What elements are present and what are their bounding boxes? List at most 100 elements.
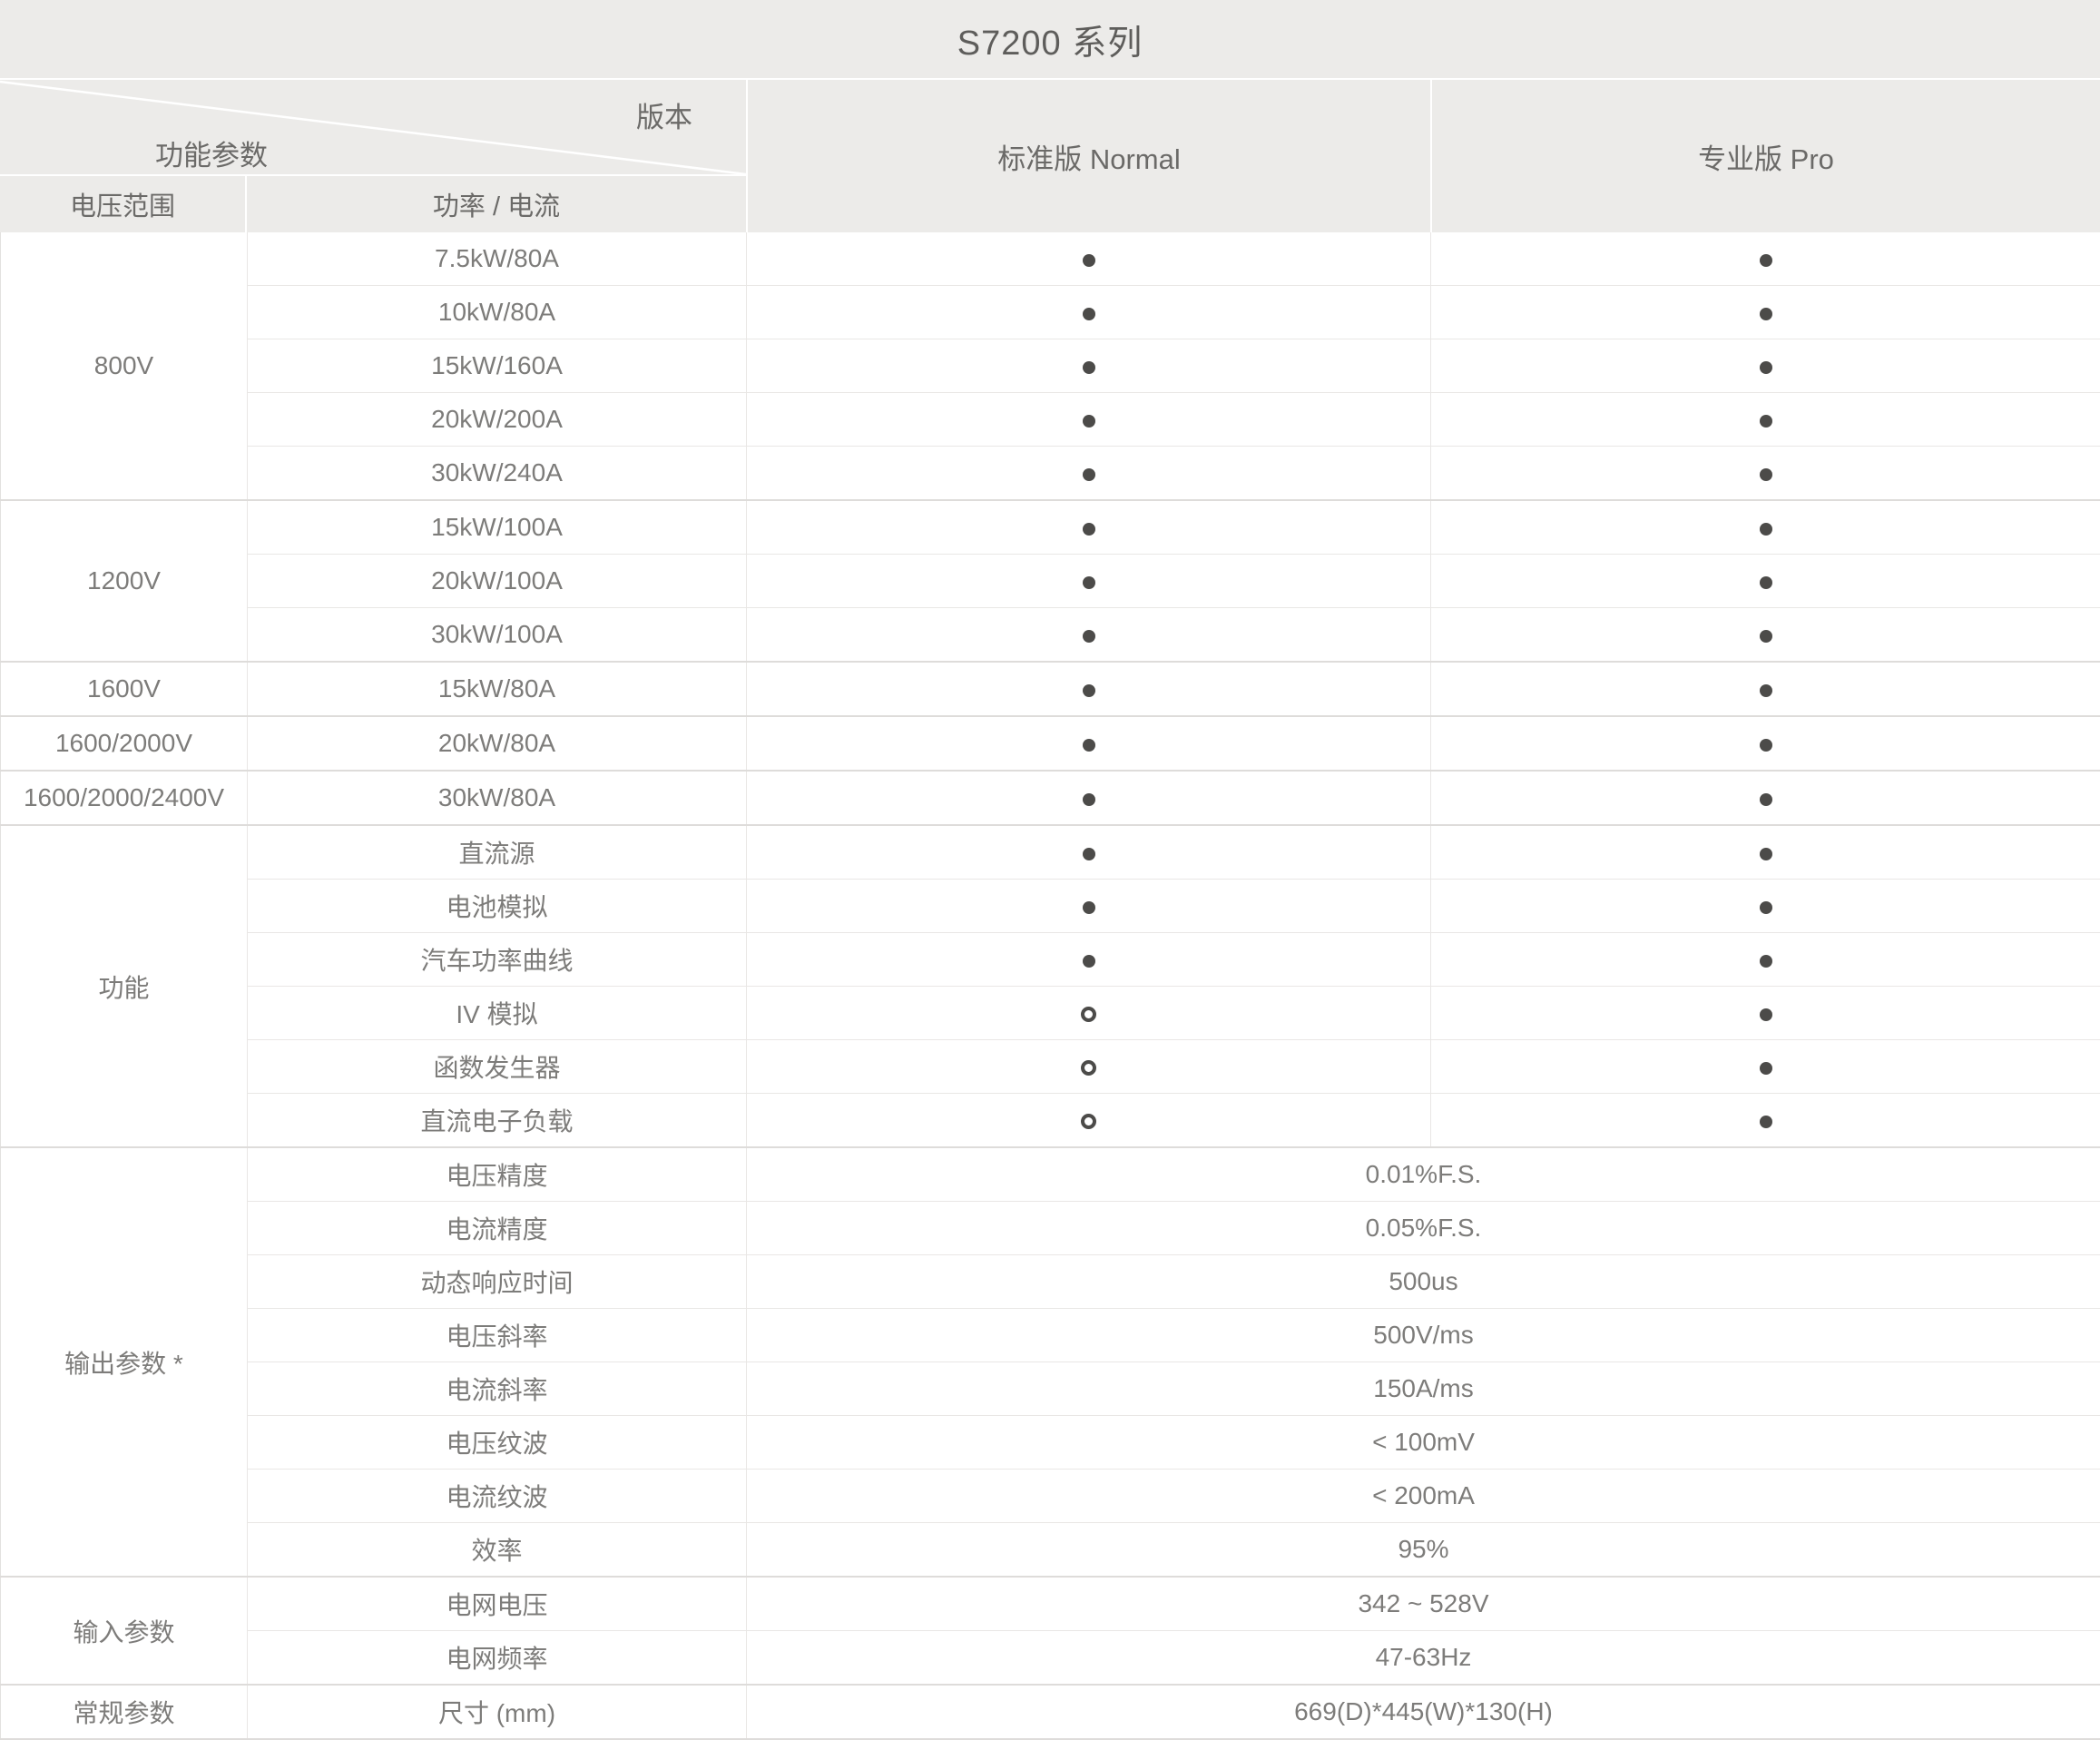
support-cell-normal xyxy=(746,986,1431,1040)
spec-table-body: 800V 7.5kW/80A 10kW/80A 15kW/160A 20kW/200A 3… xyxy=(0,232,2100,1739)
param-cell: 函数发生器 xyxy=(247,1039,747,1094)
support-cell-normal xyxy=(746,499,1431,555)
filled-dot-icon xyxy=(1759,954,1772,968)
table-row: 电流斜率 150A/ms xyxy=(1,1362,2100,1416)
support-cell-normal xyxy=(746,932,1431,987)
support-cell-normal xyxy=(746,1039,1431,1094)
table-row: IV 模拟 xyxy=(1,986,2100,1040)
value-cell: 342 ~ 528V xyxy=(746,1576,2100,1631)
support-cell-pro xyxy=(1430,607,2100,662)
filled-dot-icon xyxy=(1759,575,1772,589)
table-row: 30kW/240A xyxy=(1,446,2100,500)
filled-dot-icon xyxy=(1759,414,1772,428)
group-label-cell: 1600/2000V xyxy=(0,715,248,771)
support-cell-pro xyxy=(1430,715,2100,771)
support-cell-normal xyxy=(746,285,1431,339)
table-row: 汽车功率曲线 xyxy=(1,932,2100,987)
filled-dot-icon xyxy=(1759,683,1772,697)
param-cell: 7.5kW/80A xyxy=(247,232,747,286)
filled-dot-icon xyxy=(1082,575,1095,589)
support-cell-pro xyxy=(1430,499,2100,555)
table-row: 电网频率 47-63Hz xyxy=(1,1630,2100,1685)
group-label-cell: 1600V xyxy=(0,661,248,716)
filled-dot-icon xyxy=(1082,414,1095,428)
group-label-cell: 1600/2000/2400V xyxy=(0,770,248,825)
filled-dot-icon xyxy=(1759,253,1772,267)
hollow-dot-icon xyxy=(1081,1060,1096,1076)
header-column-pro: 专业版 Pro xyxy=(1430,80,2100,232)
param-cell: 汽车功率曲线 xyxy=(247,932,747,987)
table-row: 1600/2000/2400V 30kW/80A xyxy=(0,770,2100,825)
hollow-dot-icon xyxy=(1081,1114,1096,1130)
table-row: 常规参数 尺寸 (mm) 669(D)*445(W)*130(H) xyxy=(0,1684,2100,1739)
filled-dot-icon xyxy=(1082,954,1095,968)
table-row: 电流纹波 < 200mA xyxy=(1,1469,2100,1523)
value-cell: 669(D)*445(W)*130(H) xyxy=(746,1684,2100,1739)
value-cell: < 200mA xyxy=(746,1469,2100,1523)
filled-dot-icon xyxy=(1759,522,1772,536)
spec-table: 800V 7.5kW/80A 10kW/80A 15kW/160A 20kW/200A 3… xyxy=(0,232,2100,1740)
support-cell-normal xyxy=(746,607,1431,662)
table-row: 20kW/100A xyxy=(1,554,2100,608)
support-cell-pro xyxy=(1430,392,2100,447)
support-cell-pro xyxy=(1431,232,2100,286)
filled-dot-icon xyxy=(1759,900,1772,914)
support-cell-normal xyxy=(746,232,1431,286)
value-cell: 47-63Hz xyxy=(746,1630,2100,1685)
filled-dot-icon xyxy=(1759,1061,1772,1075)
group-label-cell: 输入参数 xyxy=(0,1576,248,1685)
filled-dot-icon xyxy=(1082,467,1095,481)
param-cell: 电网电压 xyxy=(247,1576,747,1631)
table-header: 版本 功能参数 电压范围 功率 / 电流 标准版 Normal 专业版 Pro xyxy=(0,80,2100,232)
support-cell-pro xyxy=(1430,339,2100,393)
table-row: 电池模拟 xyxy=(1,879,2100,933)
filled-dot-icon xyxy=(1759,792,1772,806)
filled-dot-icon xyxy=(1759,629,1772,643)
support-cell-pro xyxy=(1430,1093,2100,1147)
support-cell-normal xyxy=(746,339,1431,393)
filled-dot-icon xyxy=(1082,629,1095,643)
value-cell: 500us xyxy=(746,1254,2100,1309)
param-cell: 效率 xyxy=(247,1522,747,1577)
support-cell-pro xyxy=(1430,1039,2100,1094)
table-row: 输入参数 电网电压 342 ~ 528V xyxy=(0,1576,2100,1685)
value-cell: 0.01%F.S. xyxy=(746,1146,2100,1202)
filled-dot-icon xyxy=(1759,307,1772,320)
header-voltage-range-label: 电压范围 xyxy=(0,174,247,232)
support-cell-normal xyxy=(746,715,1431,771)
support-cell-pro xyxy=(1430,446,2100,500)
filled-dot-icon xyxy=(1759,467,1772,481)
param-cell: 动态响应时间 xyxy=(247,1254,747,1309)
filled-dot-icon xyxy=(1759,1115,1772,1128)
param-cell: 10kW/80A xyxy=(247,285,747,339)
support-cell-normal xyxy=(746,1093,1431,1147)
header-power-current-label: 功率 / 电流 xyxy=(247,174,746,232)
table-row: 800V 7.5kW/80A xyxy=(0,232,2100,500)
support-cell-normal xyxy=(746,770,1431,825)
param-cell: 直流源 xyxy=(247,824,747,880)
param-cell: 电流斜率 xyxy=(247,1362,747,1416)
param-cell: 30kW/240A xyxy=(247,446,747,500)
param-cell: 电压斜率 xyxy=(247,1308,747,1362)
filled-dot-icon xyxy=(1082,738,1095,752)
header-column-normal: 标准版 Normal xyxy=(746,80,1430,232)
hollow-dot-icon xyxy=(1081,1007,1096,1023)
support-cell-normal xyxy=(746,392,1431,447)
table-row: 1200V 15kW/100A xyxy=(0,499,2100,662)
param-cell: 电池模拟 xyxy=(247,879,747,933)
filled-dot-icon xyxy=(1082,683,1095,697)
filled-dot-icon xyxy=(1759,360,1772,374)
table-row: 函数发生器 xyxy=(1,1039,2100,1094)
support-cell-pro xyxy=(1430,770,2100,825)
support-cell-pro xyxy=(1430,932,2100,987)
filled-dot-icon xyxy=(1082,307,1095,320)
param-cell: 电压精度 xyxy=(247,1146,747,1202)
value-cell: 150A/ms xyxy=(746,1362,2100,1416)
table-row: 20kW/200A xyxy=(1,392,2100,447)
table-row: 输出参数 * 电压精度 0.01%F.S. xyxy=(0,1146,2100,1577)
group-label-cell: 输出参数 * xyxy=(0,1146,248,1577)
table-row: 1600/2000V 20kW/80A xyxy=(0,715,2100,771)
filled-dot-icon xyxy=(1082,253,1095,267)
value-cell: 500V/ms xyxy=(746,1308,2100,1362)
support-cell-pro xyxy=(1430,986,2100,1040)
